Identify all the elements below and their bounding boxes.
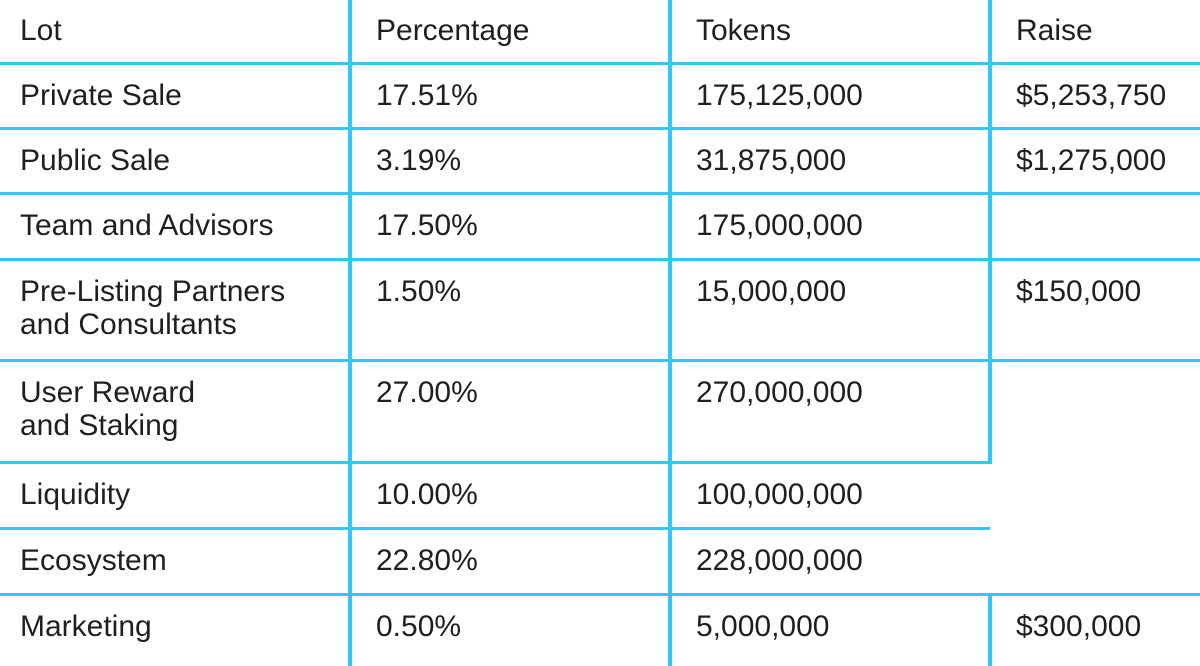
table-row-marketing: Marketing 0.50% 5,000,000 $300,000 bbox=[0, 594, 1200, 666]
cell-tokens: 31,875,000 bbox=[670, 128, 992, 195]
cell-percentage: 17.51% bbox=[350, 63, 672, 130]
cell-lot: Private Sale bbox=[0, 63, 352, 130]
cell-tokens: 175,000,000 bbox=[670, 193, 992, 261]
table-row-private-sale: Private Sale 17.51% 175,125,000 $5,253,7… bbox=[0, 63, 1200, 130]
cell-tokens: 228,000,000 bbox=[670, 528, 990, 596]
column-header-percentage: Percentage bbox=[350, 0, 672, 65]
cell-percentage: 3.19% bbox=[350, 128, 672, 195]
column-header-tokens: Tokens bbox=[670, 0, 992, 65]
cell-raise-merged-empty bbox=[990, 360, 1200, 596]
table-row-liquidity: Liquidity 10.00% 100,000,000 bbox=[0, 462, 1200, 530]
cell-percentage: 17.50% bbox=[350, 193, 672, 261]
table-row-user-reward-and-staking: User Reward and Staking 27.00% 270,000,0… bbox=[0, 360, 1200, 596]
cell-raise: $1,275,000 bbox=[990, 128, 1200, 195]
cell-lot: Marketing bbox=[0, 594, 352, 666]
cell-tokens: 5,000,000 bbox=[670, 594, 992, 666]
column-header-lot: Lot bbox=[0, 0, 352, 65]
cell-tokens: 100,000,000 bbox=[670, 462, 990, 530]
cell-tokens: 15,000,000 bbox=[670, 259, 992, 362]
cell-raise-empty bbox=[990, 193, 1200, 261]
cell-raise: $150,000 bbox=[990, 259, 1200, 362]
cell-raise: $300,000 bbox=[1016, 609, 1142, 643]
cell-percentage: 27.00% bbox=[350, 360, 672, 464]
cell-raise: $5,253,750 bbox=[990, 63, 1200, 130]
table-row-team-and-advisors: Team and Advisors 17.50% 175,000,000 bbox=[0, 193, 1200, 261]
table-row-public-sale: Public Sale 3.19% 31,875,000 $1,275,000 bbox=[0, 128, 1200, 195]
cell-tokens: 175,125,000 bbox=[670, 63, 992, 130]
cell-percentage: 22.80% bbox=[350, 528, 672, 596]
cell-lot: Public Sale bbox=[0, 128, 352, 195]
cell-percentage: 10.00% bbox=[350, 462, 672, 530]
cell-lot: Pre-Listing Partners and Consultants bbox=[0, 259, 352, 362]
cell-lot: Team and Advisors bbox=[0, 193, 352, 261]
table-row-pre-listing-partners: Pre-Listing Partners and Consultants 1.5… bbox=[0, 259, 1200, 362]
header-row: Lot Percentage Tokens Raise bbox=[0, 0, 1200, 65]
table-row-ecosystem: Ecosystem 22.80% 228,000,000 bbox=[0, 528, 1200, 596]
cell-lot: User Reward and Staking bbox=[0, 360, 352, 464]
cell-percentage: 0.50% bbox=[350, 594, 672, 666]
cell-tokens: 270,000,000 bbox=[670, 360, 992, 464]
cell-lot: Ecosystem bbox=[0, 528, 352, 596]
cell-lot: Liquidity bbox=[0, 462, 352, 530]
column-header-raise: Raise bbox=[990, 0, 1200, 65]
cell-percentage: 1.50% bbox=[350, 259, 672, 362]
